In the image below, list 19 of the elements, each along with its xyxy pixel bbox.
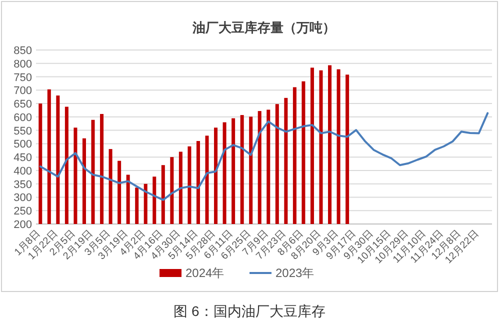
y-tick-label: 250 bbox=[14, 206, 32, 218]
line-series bbox=[39, 112, 489, 201]
caption: 图 6：国内油厂大豆库存 bbox=[174, 303, 326, 319]
legend-label: 2023年 bbox=[276, 266, 314, 280]
y-tick-label: 750 bbox=[14, 72, 32, 84]
y-tick-label: 650 bbox=[14, 98, 32, 111]
y-tick-label: 850 bbox=[14, 45, 32, 57]
y-tick-label: 350 bbox=[14, 178, 32, 191]
y-tick-label: 600 bbox=[14, 112, 32, 124]
legend-label: 2024年 bbox=[186, 266, 224, 280]
chart-title: 油厂大豆库存量（万吨） bbox=[192, 20, 336, 35]
y-tick-label: 400 bbox=[14, 165, 32, 178]
y-tick-label: 800 bbox=[14, 58, 32, 70]
y-tick-label: 550 bbox=[14, 125, 32, 138]
y-tick-label: 300 bbox=[14, 192, 32, 204]
y-tick-label: 500 bbox=[14, 138, 32, 151]
y-tick-label: 450 bbox=[14, 152, 32, 164]
y-tick-label: 200 bbox=[14, 219, 32, 231]
y-tick-label: 700 bbox=[14, 85, 32, 98]
